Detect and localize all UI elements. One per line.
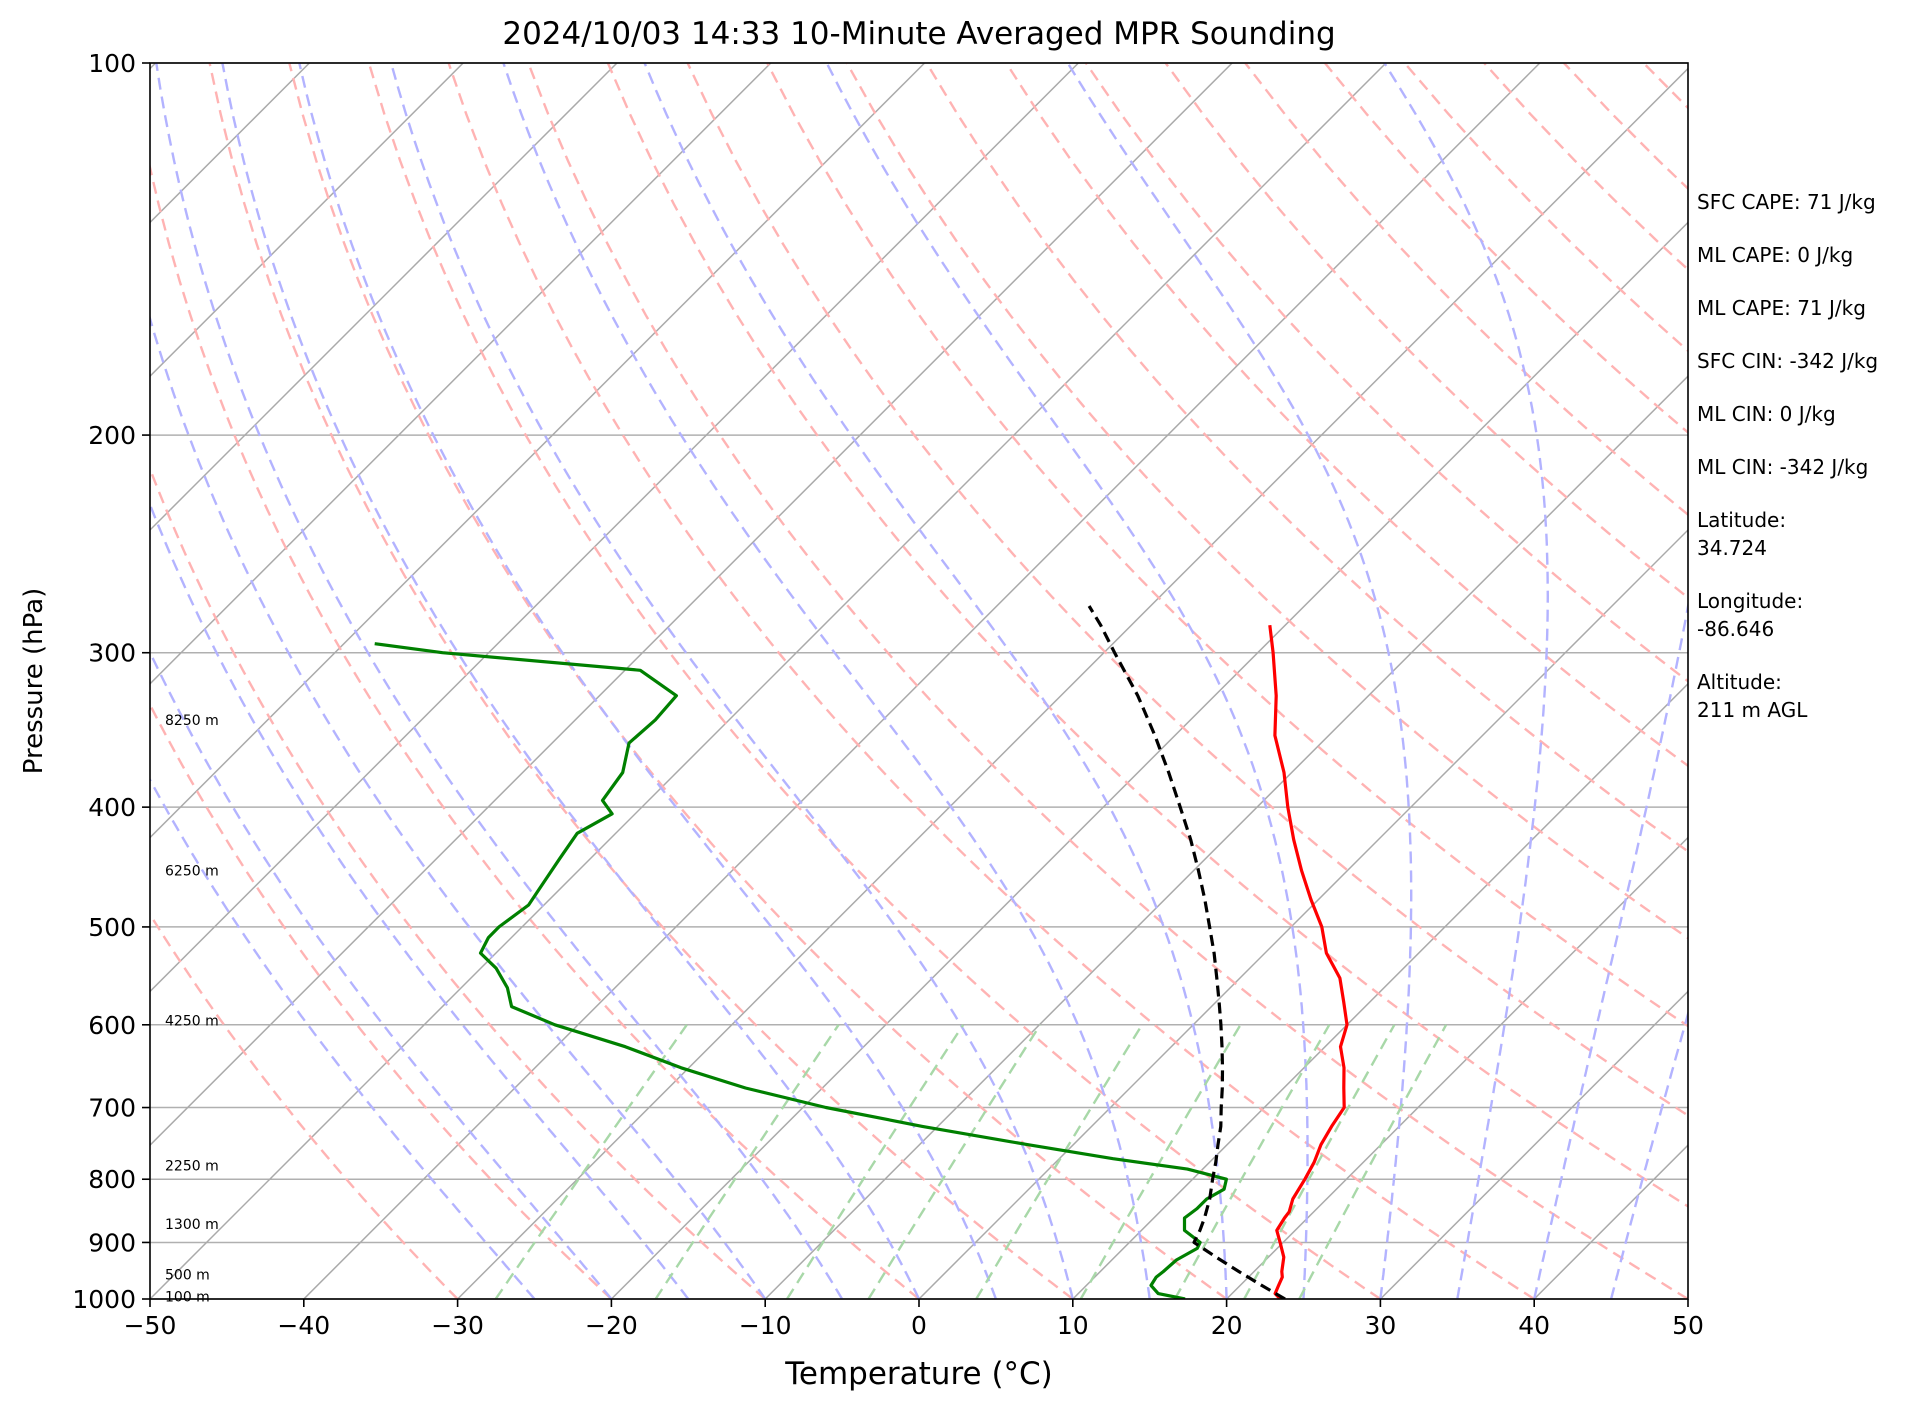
altitude-info: Altitude: 211 m AGL <box>1697 668 1907 724</box>
x-tick-label: −50 <box>124 1311 177 1340</box>
stat-sfc-cape: SFC CAPE: 71 J/kg <box>1697 188 1907 216</box>
x-tick-label: 40 <box>1518 1311 1550 1340</box>
chart-title: 2024/10/03 14:33 10-Minute Averaged MPR … <box>502 16 1335 52</box>
stat-sfc-cin: SFC CIN: -342 J/kg <box>1697 347 1907 375</box>
height-label: 8250 m <box>165 713 219 729</box>
stat-ml-cape: ML CAPE: 0 J/kg <box>1697 241 1907 269</box>
x-tick-label: 50 <box>1672 1311 1704 1340</box>
latitude-label: Latitude: <box>1697 506 1907 534</box>
height-label: 500 m <box>165 1267 210 1283</box>
y-tick-label: 700 <box>88 1094 136 1123</box>
x-tick-label: −30 <box>431 1311 484 1340</box>
y-tick-label: 1000 <box>72 1285 136 1314</box>
y-tick-label: 500 <box>88 913 136 942</box>
x-axis-label: Temperature (°C) <box>784 1356 1053 1392</box>
latitude-info: Latitude: 34.724 <box>1697 506 1907 562</box>
stat-ml-cin-2: ML CIN: -342 J/kg <box>1697 453 1907 481</box>
x-tick-label: −40 <box>277 1311 330 1340</box>
stat-ml-cape-2: ML CAPE: 71 J/kg <box>1697 294 1907 322</box>
altitude-label: Altitude: <box>1697 668 1907 696</box>
stat-ml-cin: ML CIN: 0 J/kg <box>1697 400 1907 428</box>
stats-panel: SFC CAPE: 71 J/kg ML CAPE: 0 J/kg ML CAP… <box>1697 188 1907 749</box>
y-tick-label: 100 <box>88 49 136 78</box>
y-tick-label: 300 <box>88 639 136 668</box>
longitude-info: Longitude: -86.646 <box>1697 587 1907 643</box>
altitude-value: 211 m AGL <box>1697 696 1907 724</box>
longitude-label: Longitude: <box>1697 587 1907 615</box>
y-tick-label: 900 <box>88 1228 136 1257</box>
y-tick-label: 200 <box>88 421 136 450</box>
height-label: 1300 m <box>165 1217 219 1233</box>
y-tick-label: 800 <box>88 1165 136 1194</box>
longitude-value: -86.646 <box>1697 615 1907 643</box>
x-tick-label: 20 <box>1211 1311 1243 1340</box>
x-tick-label: 30 <box>1364 1311 1396 1340</box>
x-tick-label: −20 <box>585 1311 638 1340</box>
y-tick-label: 400 <box>88 793 136 822</box>
height-label: 6250 m <box>165 863 219 879</box>
x-tick-label: 10 <box>1057 1311 1089 1340</box>
x-tick-label: 0 <box>911 1311 927 1340</box>
y-axis-label: Pressure (hPa) <box>19 588 49 775</box>
latitude-value: 34.724 <box>1697 534 1907 562</box>
height-label: 2250 m <box>165 1159 219 1175</box>
height-label: 100 m <box>165 1289 210 1305</box>
height-label: 4250 m <box>165 1013 219 1029</box>
y-tick-label: 600 <box>88 1011 136 1040</box>
x-tick-label: −10 <box>739 1311 792 1340</box>
